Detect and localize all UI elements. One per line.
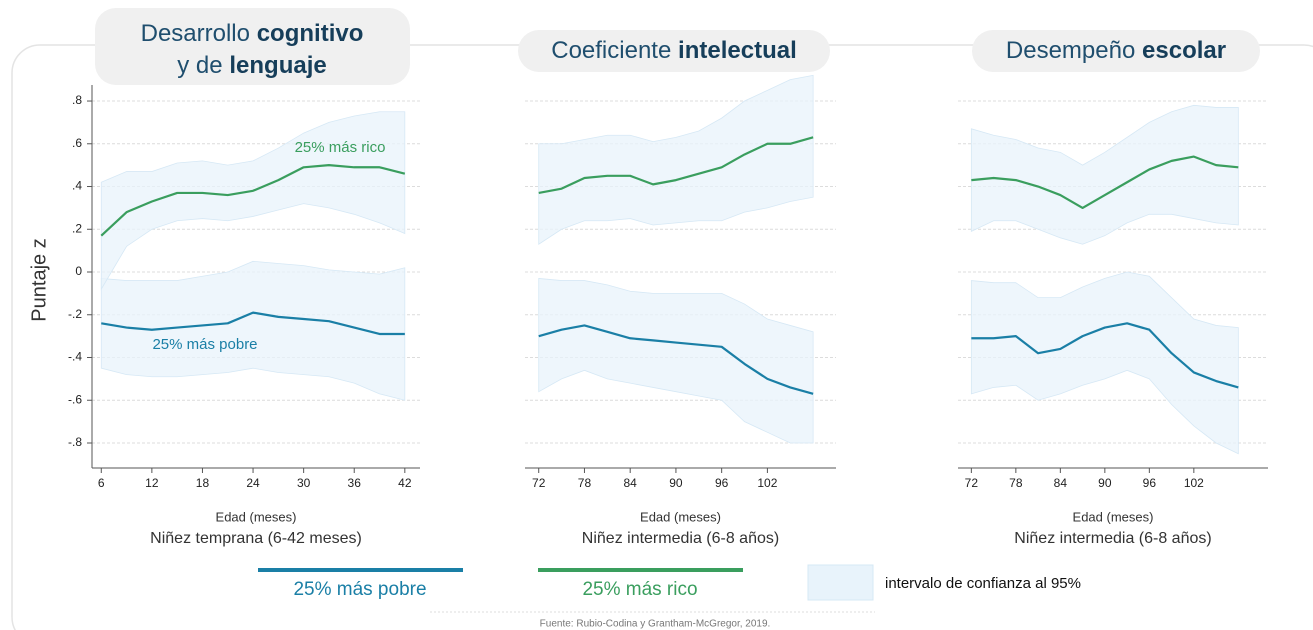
x-tick-label: 18: [196, 476, 210, 490]
series-line: [100, 164, 406, 237]
x-tick-label: 78: [578, 476, 592, 490]
x-tick-label: 90: [669, 476, 683, 490]
confidence-band: [970, 271, 1239, 455]
series-line: [538, 136, 814, 195]
x-tick-label: 84: [1054, 476, 1068, 490]
title-segment: escolar: [1142, 37, 1226, 64]
y-tick-label: -.4: [68, 350, 82, 364]
series-line: [101, 311, 405, 336]
x-tick-label: 102: [757, 476, 777, 490]
x-tick-label: 24: [246, 476, 260, 490]
title-segment: Coeficiente: [551, 37, 671, 64]
title-pill: [972, 30, 1260, 72]
x-tick-label: 12: [145, 476, 159, 490]
series-line: [538, 324, 814, 395]
chart-title: Coeficiente intelectual: [551, 37, 797, 64]
confidence-band: [100, 111, 406, 291]
confidence-band: [538, 277, 814, 444]
title-pill: [518, 30, 830, 72]
x-tick-label: 96: [715, 476, 729, 490]
confidence-band: [970, 104, 1239, 245]
y-tick-label: -.2: [68, 307, 82, 321]
series-annotation: 25% más pobre: [152, 336, 257, 353]
series-annotation: 25% más rico: [295, 139, 386, 156]
y-tick-label: .4: [72, 179, 82, 193]
chart-title: Desarrollo cognitivo: [141, 20, 364, 47]
y-tick-label: .6: [72, 136, 82, 150]
legend-label: 25% más pobre: [293, 579, 426, 600]
x-axis-label: Edad (meses): [640, 509, 721, 524]
x-tick-label: 72: [532, 476, 546, 490]
x-axis-label: Edad (meses): [1073, 509, 1154, 524]
panel-subtitle: Niñez temprana (6-42 meses): [150, 530, 362, 547]
source: Fuente: Rubio-Codina y Grantham-McGregor…: [540, 619, 771, 630]
y-tick-label: 0: [75, 264, 82, 278]
title-segment: lenguaje: [229, 52, 326, 79]
legend-band-swatch: [807, 564, 874, 601]
x-tick-label: 72: [965, 476, 979, 490]
y-axis-label: Puntaje z: [28, 238, 50, 321]
panel-subtitle: Niñez intermedia (6-8 años): [582, 530, 779, 547]
series-line: [971, 155, 1239, 209]
title-segment: cognitivo: [257, 20, 364, 47]
x-tick-label: 6: [98, 476, 105, 490]
y-tick-label: -.8: [68, 435, 82, 449]
title-segment: intelectual: [678, 37, 797, 64]
chart-title: Desempeño escolar: [1006, 37, 1226, 64]
y-tick-label: .2: [72, 221, 82, 235]
series-line: [971, 322, 1239, 389]
x-axis-label: Edad (meses): [216, 509, 297, 524]
x-tick-label: 102: [1184, 476, 1204, 490]
title-segment: y de: [177, 52, 222, 79]
x-tick-label: 78: [1009, 476, 1023, 490]
legend-label: 25% más rico: [582, 579, 697, 600]
x-tick-label: 36: [348, 476, 362, 490]
title-segment: Desarrollo: [141, 20, 250, 47]
y-tick-label: -.6: [68, 392, 82, 406]
x-tick-label: 30: [297, 476, 311, 490]
x-tick-label: 96: [1143, 476, 1157, 490]
x-tick-label: 90: [1098, 476, 1112, 490]
chart-title: y de lenguaje: [177, 52, 326, 79]
y-tick-label: .8: [72, 93, 82, 107]
confidence-band: [100, 260, 406, 401]
title-segment: Desempeño: [1006, 37, 1135, 64]
panel-subtitle: Niñez intermedia (6-8 años): [1014, 530, 1211, 547]
x-tick-label: 42: [398, 476, 412, 490]
title-pill: [95, 8, 410, 85]
x-tick-label: 84: [624, 476, 638, 490]
legend-band-label: intervalo de confianza al 95%: [885, 575, 1081, 592]
confidence-band: [538, 74, 814, 245]
